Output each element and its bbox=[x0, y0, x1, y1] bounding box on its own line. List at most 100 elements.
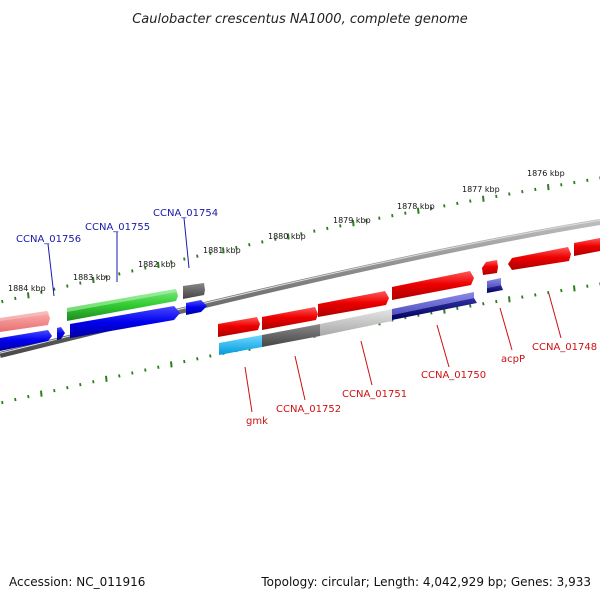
minor-tick bbox=[378, 216, 381, 220]
gene-pink-left[interactable] bbox=[0, 311, 50, 332]
minor-tick bbox=[534, 293, 537, 297]
gene-ccna-01752[interactable] bbox=[262, 324, 320, 347]
kbp-label: 1882 kbp bbox=[138, 260, 176, 269]
kbp-label: 1880 kbp bbox=[268, 232, 306, 241]
kbp-label: 1884 kbp bbox=[8, 284, 46, 293]
minor-tick bbox=[248, 243, 251, 247]
minor-tick bbox=[586, 284, 589, 288]
minor-tick bbox=[66, 385, 69, 390]
gene-label: CCNA_01756 bbox=[16, 234, 81, 245]
minor-tick bbox=[365, 219, 368, 223]
minor-tick bbox=[118, 272, 121, 276]
major-tick bbox=[157, 261, 160, 269]
minor-tick bbox=[157, 365, 160, 369]
minor-tick bbox=[209, 354, 212, 358]
minor-tick bbox=[469, 304, 472, 308]
minor-tick bbox=[1, 400, 4, 405]
minor-tick bbox=[508, 192, 511, 196]
gene-gmk[interactable] bbox=[219, 335, 262, 355]
minor-tick bbox=[209, 251, 212, 255]
genome-backbone-highlight bbox=[0, 219, 600, 354]
minor-tick bbox=[105, 275, 108, 279]
accession-text: Accession: NC_011916 bbox=[9, 575, 145, 589]
minor-tick bbox=[27, 394, 30, 399]
gene-label: acpP bbox=[501, 354, 525, 365]
minor-tick bbox=[79, 383, 82, 387]
minor-tick bbox=[430, 206, 433, 210]
minor-tick bbox=[573, 180, 576, 185]
gene-ccna-01755[interactable] bbox=[67, 289, 178, 321]
gene-red-forward-5[interactable] bbox=[508, 247, 571, 270]
major-tick bbox=[170, 361, 173, 368]
minor-tick bbox=[560, 183, 563, 187]
gene-blue-short[interactable] bbox=[186, 300, 207, 315]
gene-label: CCNA_01748 bbox=[532, 342, 597, 353]
minor-tick bbox=[521, 190, 524, 194]
minor-tick bbox=[404, 211, 407, 215]
gene-red-forward-3[interactable] bbox=[318, 291, 389, 317]
gene-acpp-top[interactable] bbox=[482, 260, 498, 275]
gene-red-forward-1[interactable] bbox=[218, 317, 260, 337]
minor-tick bbox=[53, 388, 56, 393]
gene-ccna-01756[interactable] bbox=[0, 330, 52, 351]
gene-ccna-01751[interactable] bbox=[320, 309, 392, 336]
minor-tick bbox=[456, 306, 459, 310]
major-tick bbox=[352, 220, 355, 227]
major-tick bbox=[287, 233, 290, 240]
gene-blue-small[interactable] bbox=[57, 327, 65, 340]
major-tick bbox=[482, 195, 485, 202]
bottom-leader-lines bbox=[244, 293, 562, 413]
major-tick bbox=[105, 375, 108, 382]
minor-tick bbox=[456, 201, 459, 206]
minor-tick bbox=[92, 380, 95, 384]
minor-tick bbox=[196, 357, 199, 361]
minor-tick bbox=[40, 290, 43, 294]
minor-tick bbox=[1, 299, 4, 304]
kbp-label: 1883 kbp bbox=[73, 273, 111, 282]
minor-tick bbox=[183, 359, 186, 364]
major-tick bbox=[417, 207, 420, 214]
gene-ccna-01750[interactable] bbox=[392, 292, 477, 320]
gene-label: gmk bbox=[246, 416, 268, 427]
minor-tick bbox=[495, 194, 498, 199]
gene-red-forward-2[interactable] bbox=[262, 307, 318, 330]
gene-label: CCNA_01751 bbox=[342, 389, 407, 400]
minor-tick bbox=[131, 371, 134, 375]
minor-tick bbox=[274, 237, 277, 241]
gene-red-forward-4[interactable] bbox=[392, 271, 474, 300]
gene-acpp-bottom[interactable] bbox=[487, 278, 503, 293]
minor-tick bbox=[339, 224, 342, 228]
major-tick bbox=[92, 276, 95, 284]
minor-tick bbox=[66, 284, 69, 288]
minor-tick bbox=[235, 245, 238, 250]
minor-tick bbox=[170, 260, 173, 264]
minor-tick bbox=[118, 374, 121, 378]
minor-tick bbox=[131, 269, 134, 273]
map-title: Caulobacter crescentus NA1000, complete … bbox=[132, 12, 468, 27]
minor-tick bbox=[521, 295, 524, 299]
gene-ccna-01754[interactable] bbox=[183, 283, 205, 299]
kbp-label: 1877 kbp bbox=[462, 185, 500, 194]
gene-label: CCNA_01750 bbox=[421, 370, 486, 381]
major-tick bbox=[573, 285, 576, 292]
gene-label: CCNA_01754 bbox=[153, 208, 218, 219]
major-tick bbox=[40, 390, 43, 397]
kbp-label: 1878 kbp bbox=[397, 202, 435, 211]
minor-tick bbox=[313, 229, 316, 233]
minor-tick bbox=[391, 213, 394, 218]
major-tick bbox=[508, 296, 511, 303]
minor-tick bbox=[144, 368, 147, 372]
kbp-label: 1881 kbp bbox=[203, 246, 241, 255]
minor-tick bbox=[560, 288, 563, 293]
topology-text: Topology: circular; Length: 4,042,929 bp… bbox=[260, 575, 591, 589]
minor-tick bbox=[14, 296, 17, 301]
gene-blue-long[interactable] bbox=[70, 306, 180, 338]
gene-red-forward-6[interactable] bbox=[574, 238, 600, 256]
minor-tick bbox=[547, 291, 550, 295]
minor-tick bbox=[79, 281, 82, 285]
minor-tick bbox=[586, 178, 589, 182]
major-tick bbox=[222, 247, 225, 254]
minor-tick bbox=[300, 232, 303, 236]
minor-tick bbox=[183, 257, 186, 261]
kbp-label: 1876 kbp bbox=[527, 169, 565, 178]
